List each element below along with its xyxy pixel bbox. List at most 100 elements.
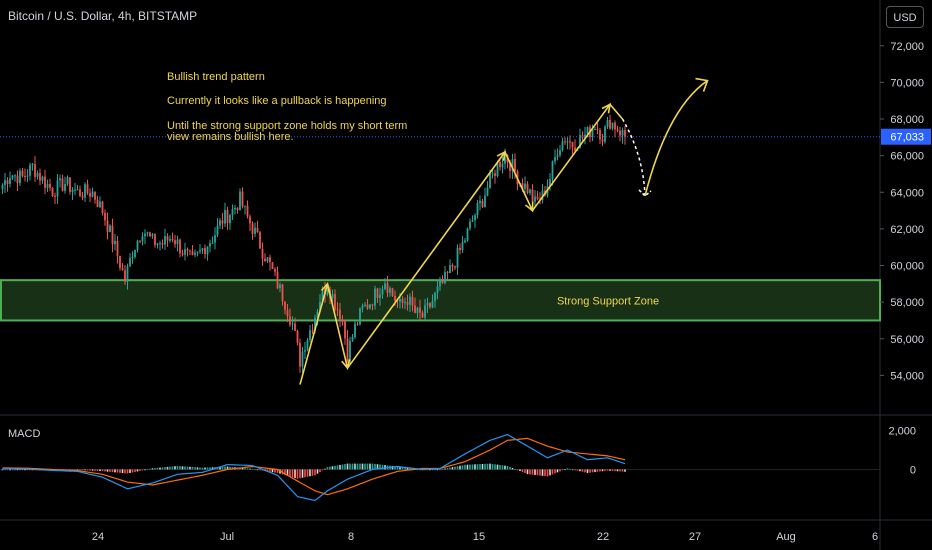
macd-histogram-bar <box>106 469 109 472</box>
candle-body <box>479 200 481 204</box>
candle-body <box>199 249 201 252</box>
macd-histogram-bar <box>544 469 546 477</box>
candle-body <box>189 250 191 252</box>
candle-body <box>579 135 581 149</box>
x-tick-label: Aug <box>776 531 796 543</box>
macd-histogram-bar <box>516 469 519 471</box>
candle-body <box>269 257 271 263</box>
candle-body <box>1 185 4 189</box>
candle-body <box>574 147 576 151</box>
candle-body <box>586 127 589 135</box>
macd-histogram-bar <box>566 468 569 470</box>
macd-histogram-bar <box>74 469 76 471</box>
candle-body <box>241 191 244 207</box>
macd-histogram-bar <box>449 467 451 470</box>
candle-body <box>44 176 46 188</box>
candle-body <box>486 187 489 196</box>
candle-body <box>371 304 374 306</box>
macd-histogram-bar <box>484 463 486 470</box>
candle-body <box>49 183 51 188</box>
candle-body <box>99 201 101 208</box>
macd-histogram-bar <box>271 469 274 473</box>
candle-body <box>219 220 221 226</box>
x-tick-label: 24 <box>92 531 104 543</box>
candle-body <box>404 302 406 304</box>
macd-histogram-bar <box>161 467 164 470</box>
bullish-curved-arrow <box>644 79 708 197</box>
candle-body <box>481 200 484 207</box>
macd-histogram-bar <box>124 469 126 474</box>
macd-histogram-bar <box>361 463 364 470</box>
candle-body <box>339 309 341 321</box>
candle-body <box>504 155 506 164</box>
candle-body <box>9 178 11 184</box>
macd-histogram-bar <box>146 469 149 471</box>
candle-body <box>111 225 114 245</box>
candle-body <box>39 173 41 181</box>
candle-body <box>144 233 146 237</box>
candle-body <box>226 209 229 224</box>
candle-body <box>196 251 199 253</box>
candle-body <box>56 180 59 197</box>
macd-histogram-bar <box>436 469 439 471</box>
macd-histogram-bar <box>539 469 541 476</box>
macd-signal-line <box>2 437 626 496</box>
macd-histogram-bar <box>406 467 409 470</box>
candle-body <box>36 173 39 177</box>
macd-histogram-bar <box>506 465 509 470</box>
macd-histogram-bar <box>284 469 286 476</box>
candle-body <box>391 288 394 296</box>
candle-body <box>374 288 376 306</box>
macd-histogram-bar <box>339 464 341 470</box>
macd-histogram-bar <box>121 469 124 474</box>
macd-histogram-bar <box>481 463 484 470</box>
macd-histogram-bar <box>26 469 29 471</box>
macd-histogram-bar <box>196 467 199 470</box>
candle-body <box>411 296 414 306</box>
macd-histogram-bar <box>321 469 324 471</box>
candle-body <box>611 122 614 129</box>
candle-body <box>459 247 461 250</box>
candle-body <box>619 130 621 136</box>
macd-histogram-bar <box>431 469 434 471</box>
candle-body <box>571 142 574 148</box>
candle-body <box>261 248 264 259</box>
candle-body <box>91 191 94 197</box>
candle-body <box>386 283 389 293</box>
macd-histogram-bar <box>454 466 456 470</box>
macd-histogram-bar <box>219 466 221 470</box>
macd-histogram-bar <box>476 464 479 470</box>
candle-body <box>399 299 401 302</box>
macd-histogram-bar <box>491 463 494 470</box>
candle-body <box>334 293 336 309</box>
macd-histogram-bar <box>304 469 306 478</box>
macd-histogram-bar <box>569 468 571 470</box>
zigzag-arrowhead <box>320 282 331 293</box>
macd-histogram-bar <box>586 469 589 473</box>
candle-body <box>81 195 84 198</box>
macd-histogram-bar <box>381 464 384 470</box>
currency-button[interactable]: USD <box>886 6 924 28</box>
macd-histogram-bar <box>184 466 186 470</box>
macd-histogram-bar <box>499 464 501 470</box>
macd-histogram-bar <box>141 469 144 471</box>
candle-body <box>564 141 566 143</box>
candle-body <box>549 178 551 187</box>
candle-body <box>179 239 181 254</box>
macd-histogram-bar <box>334 465 336 470</box>
candle-body <box>76 189 79 191</box>
macd-histogram-bar <box>201 467 204 470</box>
support-zone-label: Strong Support Zone <box>557 295 659 307</box>
macd-histogram-bar <box>479 464 481 470</box>
symbol-title: Bitcoin / U.S. Dollar, 4h, BITSTAMP <box>8 9 198 23</box>
macd-histogram-bar <box>609 469 611 471</box>
macd-histogram-bar <box>366 463 369 470</box>
candle-body <box>256 227 259 233</box>
macd-histogram-bar <box>529 469 531 475</box>
last-price-tag <box>881 128 931 145</box>
candle-body <box>359 308 361 325</box>
candle-body <box>156 243 159 246</box>
macd-histogram-bar <box>359 463 361 470</box>
macd-histogram-bar <box>451 467 454 470</box>
